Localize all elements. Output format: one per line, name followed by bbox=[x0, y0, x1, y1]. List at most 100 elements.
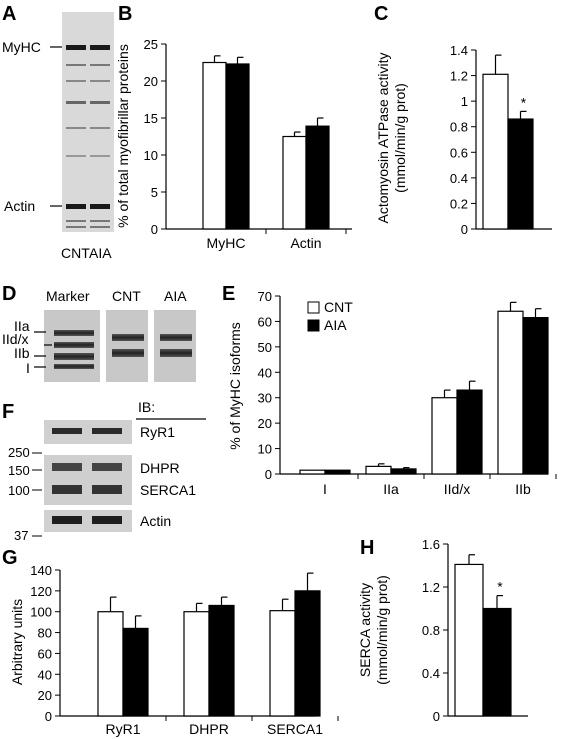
bar-cnt bbox=[202, 61, 227, 230]
bar-cnt bbox=[482, 73, 509, 230]
y-tick-label: 15 bbox=[144, 111, 158, 126]
blot-f-band bbox=[52, 516, 82, 524]
blot-f-target-label: SERCA1 bbox=[140, 482, 196, 498]
blot-f-band bbox=[52, 463, 82, 471]
blot-f-target-label: RyR1 bbox=[140, 424, 175, 440]
bar-cnt bbox=[365, 465, 392, 475]
significance-marker: * bbox=[521, 94, 527, 110]
y-tick-label: 1.6 bbox=[422, 537, 440, 552]
gel-d-band bbox=[54, 353, 94, 360]
blot-f-band bbox=[52, 428, 82, 434]
bar-aia bbox=[482, 607, 512, 717]
y-tick-label: 0 bbox=[151, 222, 158, 237]
y-tick-label: 10 bbox=[258, 442, 272, 457]
y-tick-label: 50 bbox=[258, 340, 272, 355]
bar-aia bbox=[390, 468, 417, 475]
gel-a-band bbox=[90, 220, 110, 222]
y-tick-label: 0 bbox=[461, 222, 468, 237]
gel-a-band bbox=[66, 220, 86, 222]
bar-aia bbox=[294, 590, 321, 717]
blot-f-band bbox=[52, 485, 82, 494]
gel-d-isoform-label: IId/x bbox=[2, 331, 28, 347]
bar-cnt bbox=[431, 397, 458, 475]
y-tick-label: 20 bbox=[258, 416, 272, 431]
legend-label-cnt: CNT bbox=[324, 299, 353, 315]
gel-d-strip bbox=[154, 310, 196, 382]
chart-c: 0 0.2 0.4 0.6 0.8 1 1.2 1.4 Actomyosin ATPase ac… bbox=[375, 43, 552, 237]
bar-aia bbox=[507, 118, 534, 230]
y-tick-label: 0.4 bbox=[450, 171, 468, 186]
gel-a-band bbox=[90, 64, 110, 66]
y-axis-label: SERCA activity(mmol/min/g prot) bbox=[357, 575, 390, 685]
y-tick-label: 1 bbox=[461, 94, 468, 109]
gel-a-lane-label: AIA bbox=[89, 245, 112, 261]
legend-swatch-cnt bbox=[307, 301, 320, 314]
y-tick-label: 1.2 bbox=[422, 580, 440, 595]
gel-a-band bbox=[66, 226, 86, 228]
blot-f-mw-label: 37 bbox=[14, 528, 28, 543]
blot-f-strip bbox=[44, 455, 132, 505]
panel-label-d: D bbox=[2, 283, 16, 305]
y-tick-label: 60 bbox=[258, 314, 272, 329]
category-label: I bbox=[323, 481, 327, 497]
panel-label-f: F bbox=[2, 401, 14, 423]
bar-cnt bbox=[97, 611, 124, 717]
bar-cnt bbox=[269, 610, 296, 717]
y-tick-label: 0.4 bbox=[422, 666, 440, 681]
blot-f-mw-label: 250 bbox=[8, 445, 30, 460]
blot-f-header: IB: bbox=[138, 399, 155, 415]
gel-d-isoform-label: IIb bbox=[14, 345, 30, 361]
y-tick-label: 20 bbox=[144, 74, 158, 89]
bar-aia bbox=[324, 469, 351, 475]
y-axis-label: % of MyHC isoforms bbox=[227, 322, 243, 450]
category-label: RyR1 bbox=[105, 721, 140, 737]
bar-cnt bbox=[497, 310, 524, 475]
gel-d-band bbox=[112, 334, 144, 341]
y-tick-label: 60 bbox=[38, 646, 52, 661]
bar-cnt bbox=[183, 611, 210, 717]
panel-label-g: G bbox=[2, 547, 18, 569]
gel-d-lane-label: CNT bbox=[112, 288, 141, 304]
blot-f-band bbox=[92, 428, 122, 434]
blot-f-mw-label: 100 bbox=[8, 483, 30, 498]
category-label: SERCA1 bbox=[267, 721, 323, 737]
chart-g: 0 20 40 60 80 100 120 140 Arbitrary units RyR1 DHP… bbox=[9, 563, 339, 737]
y-axis-label: % of total myofibrillar proteins bbox=[115, 44, 131, 228]
panel-label-h: H bbox=[360, 537, 374, 559]
y-tick-label: 0 bbox=[45, 709, 52, 724]
gel-d-band bbox=[54, 330, 94, 336]
blot-f-target-label: DHPR bbox=[140, 460, 180, 476]
gel-d-band bbox=[160, 349, 192, 357]
significance-marker: * bbox=[497, 579, 503, 595]
panel-label-a: A bbox=[2, 3, 16, 25]
blot-f: IB: RyR1 DHPR SERCA1 Actin 250 150 100 3… bbox=[8, 399, 206, 543]
gel-d-band bbox=[54, 342, 94, 348]
gel-d-lane-label: AIA bbox=[164, 288, 187, 304]
category-label: IIa bbox=[383, 481, 399, 497]
panel-label-e: E bbox=[222, 283, 235, 305]
blot-f-band bbox=[92, 463, 122, 471]
y-tick-label: 70 bbox=[258, 289, 272, 304]
gel-a-band bbox=[66, 101, 86, 104]
y-tick-label: 10 bbox=[144, 148, 158, 163]
y-tick-label: 5 bbox=[151, 185, 158, 200]
gel-a: MyHC Actin CNT AIA bbox=[2, 12, 114, 261]
y-tick-label: 0.8 bbox=[422, 623, 440, 638]
gel-a-band bbox=[66, 45, 86, 50]
category-label: MyHC bbox=[207, 235, 246, 251]
bar-cnt bbox=[454, 563, 484, 717]
blot-f-target-label: Actin bbox=[140, 513, 171, 529]
gel-a-band bbox=[66, 127, 86, 129]
y-tick-label: 0.6 bbox=[450, 145, 468, 160]
legend-label-aia: AIA bbox=[324, 317, 347, 333]
y-tick-label: 120 bbox=[30, 584, 52, 599]
gel-d-isoform-label: IIa bbox=[14, 318, 30, 334]
gel-a-lane-label: CNT bbox=[61, 245, 90, 261]
panel-label-c: C bbox=[374, 3, 388, 25]
bar-aia bbox=[208, 604, 235, 717]
blot-f-band bbox=[92, 516, 122, 524]
y-tick-label: 1.2 bbox=[450, 69, 468, 84]
chart-b: 0 5 10 15 20 25 % of total myofibrillar protei… bbox=[115, 37, 352, 251]
gel-d-strip bbox=[106, 310, 148, 382]
